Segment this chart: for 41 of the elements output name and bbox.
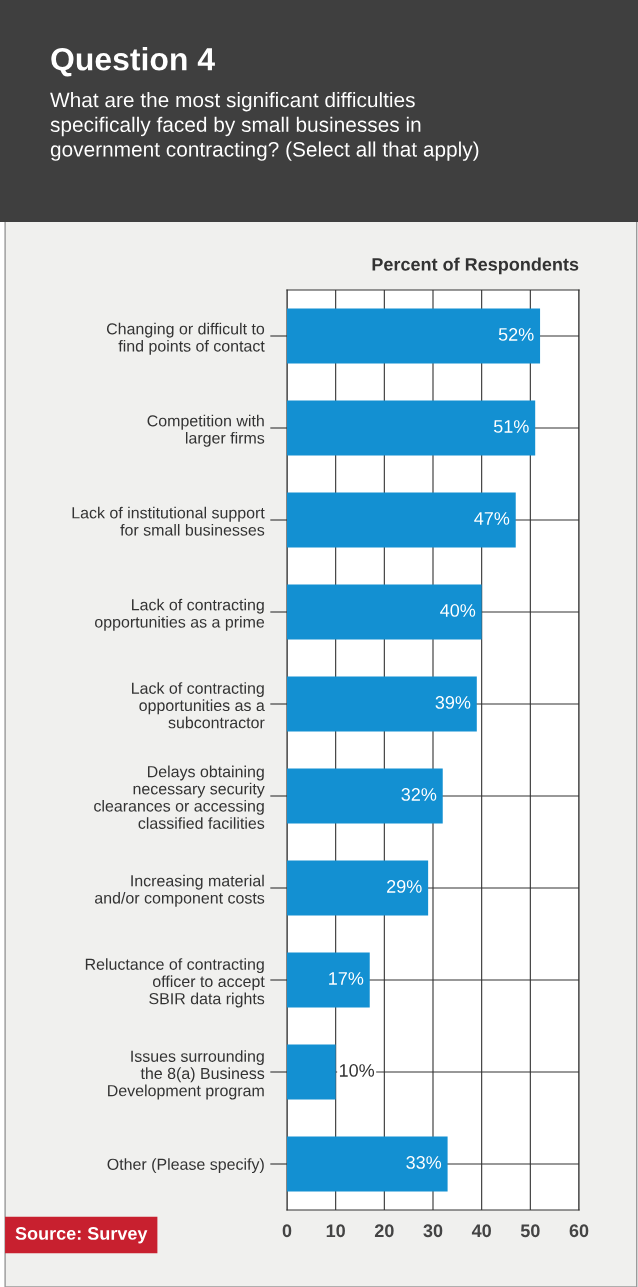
y-tick-label: Reluctance of contracting officer to accept SBIR data rights: [85, 958, 265, 1008]
data-label: 29%: [387, 880, 422, 893]
y-tick-label: Changing or difficult to find points of contact: [106, 322, 265, 355]
chart-subtitle: What are the most significant difficulties specifically faced by small businesses in government contracting? (Select all that apply): [50, 92, 479, 161]
data-label: 52%: [498, 328, 534, 341]
bar: [287, 308, 541, 364]
data-label: 10%: [339, 1064, 375, 1077]
bar: [287, 400, 536, 456]
y-tick-label: Increasing material and/or component costs: [95, 874, 265, 907]
y-tick-label: Issues surrounding the 8(a) Business Development program: [108, 1050, 265, 1100]
source-note: Source: Survey: [15, 1227, 148, 1244]
bar: [287, 676, 477, 732]
bar: [287, 952, 370, 1008]
x-axis-title: Percent of Respondents: [372, 257, 579, 275]
data-label: 39%: [435, 696, 471, 709]
bar: [287, 768, 443, 824]
x-tick-label: 0: [282, 1224, 292, 1238]
y-tick-label: Delays obtaining necessary security clearances or accessing classified facilities: [94, 765, 265, 829]
bar: [287, 1136, 448, 1192]
data-label: 47%: [474, 512, 510, 525]
x-tick-label: 50: [520, 1224, 540, 1238]
data-label: 32%: [401, 788, 437, 801]
bar: [287, 860, 429, 916]
y-tick-label: Lack of contracting opportunities as a prime: [95, 598, 265, 631]
y-tick-label: Other (Please specify): [107, 1158, 264, 1174]
x-tick-label: 40: [471, 1224, 491, 1238]
x-tick-label: 60: [569, 1224, 589, 1238]
bar: [287, 1044, 336, 1100]
chart-title: Question 4: [51, 47, 215, 77]
y-tick-label: Lack of institutional support for small businesses: [72, 506, 265, 536]
data-label: 33%: [406, 1156, 442, 1169]
y-tick-label: Lack of contracting opportunities as a subcontractor: [132, 682, 265, 729]
data-label: 40%: [440, 604, 476, 617]
data-label: 17%: [329, 972, 364, 985]
y-tick-label: Competition with larger firms: [147, 414, 265, 447]
x-tick-label: 30: [423, 1224, 443, 1238]
bar: [287, 584, 482, 640]
data-label: 51%: [493, 420, 529, 433]
x-tick-label: 10: [326, 1224, 345, 1238]
bar: [287, 492, 516, 548]
x-tick-label: 20: [374, 1224, 394, 1238]
